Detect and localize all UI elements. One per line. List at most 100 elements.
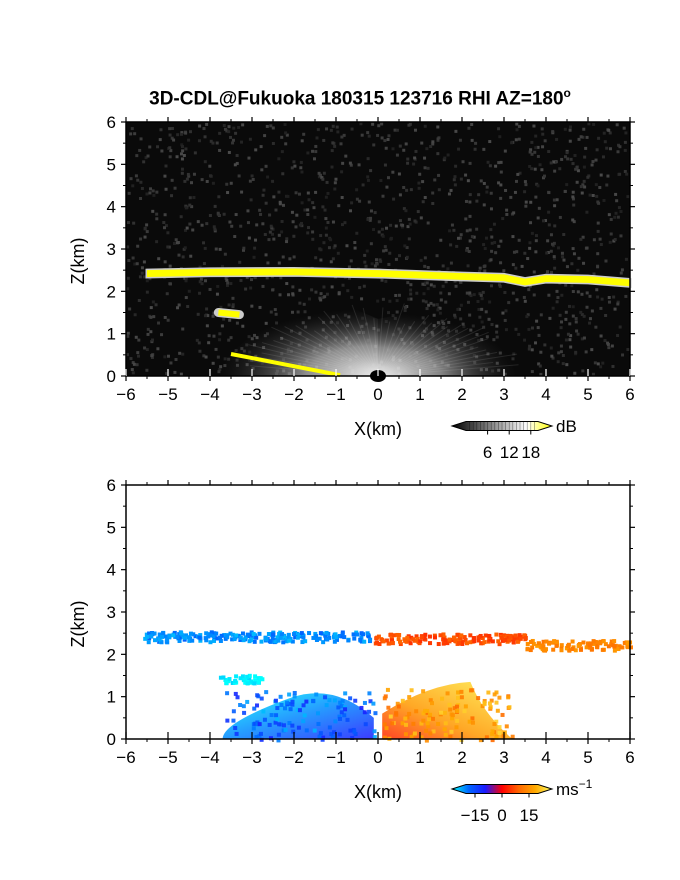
noise-cell — [340, 135, 344, 139]
noise-cell — [291, 285, 295, 289]
noise-cell — [507, 301, 511, 305]
noise-cell — [534, 134, 538, 138]
noise-cell — [203, 279, 207, 283]
velocity-cell — [271, 632, 276, 637]
noise-cell — [619, 210, 623, 214]
noise-cell — [380, 122, 384, 126]
noise-cell — [403, 244, 407, 248]
noise-cell — [300, 201, 304, 205]
noise-cell — [389, 237, 393, 241]
noise-cell — [516, 172, 520, 176]
velocity-cell — [483, 633, 488, 638]
noise-cell — [379, 259, 383, 263]
noise-cell — [579, 185, 583, 189]
velocity-cell — [348, 696, 353, 701]
noise-cell — [367, 134, 371, 138]
noise-cell — [465, 291, 469, 295]
noise-cell — [395, 128, 399, 132]
noise-cell — [179, 152, 183, 156]
noise-cell — [295, 213, 299, 217]
noise-cell — [487, 317, 491, 321]
velocity-cell — [311, 635, 316, 640]
noise-cell — [580, 337, 584, 341]
noise-cell — [511, 357, 515, 361]
noise-cell — [223, 252, 227, 256]
backscatter-ray — [377, 323, 406, 377]
velocity-cell — [348, 728, 353, 733]
velocity-cell — [228, 631, 233, 636]
noise-cell — [339, 142, 343, 146]
noise-cell — [321, 177, 325, 181]
velocity-cell — [296, 725, 301, 730]
velocity-cell — [501, 633, 506, 638]
noise-cell — [303, 208, 307, 212]
noise-cell — [233, 235, 237, 239]
noise-cell — [234, 213, 238, 217]
velocity-cell — [281, 634, 286, 639]
noise-cell — [398, 219, 402, 223]
velocity-cell — [576, 643, 581, 648]
velocity-colorbar-ticks: −15 0 15 — [461, 793, 538, 825]
velocity-cell — [443, 638, 448, 643]
noise-cell — [314, 256, 318, 260]
noise-cell — [565, 183, 569, 187]
noise-cell — [375, 262, 379, 266]
velocity-y-axis-label: Z(km) — [68, 601, 88, 648]
velocity-cell — [332, 698, 337, 703]
noise-cell — [377, 230, 381, 234]
noise-cell — [472, 235, 476, 239]
noise-cell — [164, 164, 168, 168]
backscatter-ray — [279, 336, 379, 377]
velocity-cell — [476, 696, 481, 701]
noise-cell — [625, 172, 629, 176]
noise-cell — [499, 196, 503, 200]
noise-cell — [523, 190, 527, 194]
noise-cell — [326, 220, 330, 224]
velocity-plot-area — [126, 485, 630, 739]
noise-cell — [300, 170, 304, 174]
velocity-cell — [311, 698, 316, 703]
velocity-cell — [159, 640, 164, 645]
velocity-cell — [287, 701, 292, 706]
noise-cell — [436, 152, 440, 156]
noise-cell — [208, 214, 212, 218]
noise-cell — [192, 172, 196, 176]
noise-cell — [381, 234, 385, 238]
noise-cell — [307, 198, 311, 202]
noise-cell — [568, 128, 572, 132]
velocity-cell — [427, 634, 432, 639]
velocity-cell — [471, 636, 476, 641]
noise-cell — [126, 334, 130, 338]
noise-cell — [226, 191, 230, 195]
noise-cell — [459, 177, 463, 181]
backscatter-glow-right — [378, 312, 517, 376]
noise-cell — [146, 154, 150, 158]
velocity-cell — [476, 638, 481, 643]
noise-cell — [409, 297, 413, 301]
noise-cell — [547, 293, 551, 297]
velocity-cell — [338, 716, 343, 721]
noise-cell — [235, 161, 239, 165]
noise-cell — [576, 332, 580, 336]
backscatter-layer — [147, 268, 630, 287]
velocity-cell — [468, 633, 473, 638]
noise-cell — [536, 154, 540, 158]
noise-cell — [277, 233, 281, 237]
noise-cell — [186, 172, 190, 176]
noise-cell — [391, 147, 395, 151]
noise-cell — [280, 230, 284, 234]
noise-cell — [173, 186, 177, 190]
noise-cell — [280, 150, 284, 154]
noise-cell — [616, 215, 620, 219]
noise-cell — [421, 282, 425, 286]
colorbar-tick-label: 6 — [483, 443, 492, 462]
noise-cell — [488, 140, 492, 144]
velocity-cell — [147, 631, 152, 636]
velocity-cell — [518, 636, 523, 641]
velocity-cell — [496, 639, 501, 644]
noise-cell — [235, 321, 239, 325]
velocity-cell — [287, 692, 292, 697]
noise-cell — [574, 167, 578, 171]
noise-cell — [485, 190, 489, 194]
noise-cell — [149, 306, 153, 310]
